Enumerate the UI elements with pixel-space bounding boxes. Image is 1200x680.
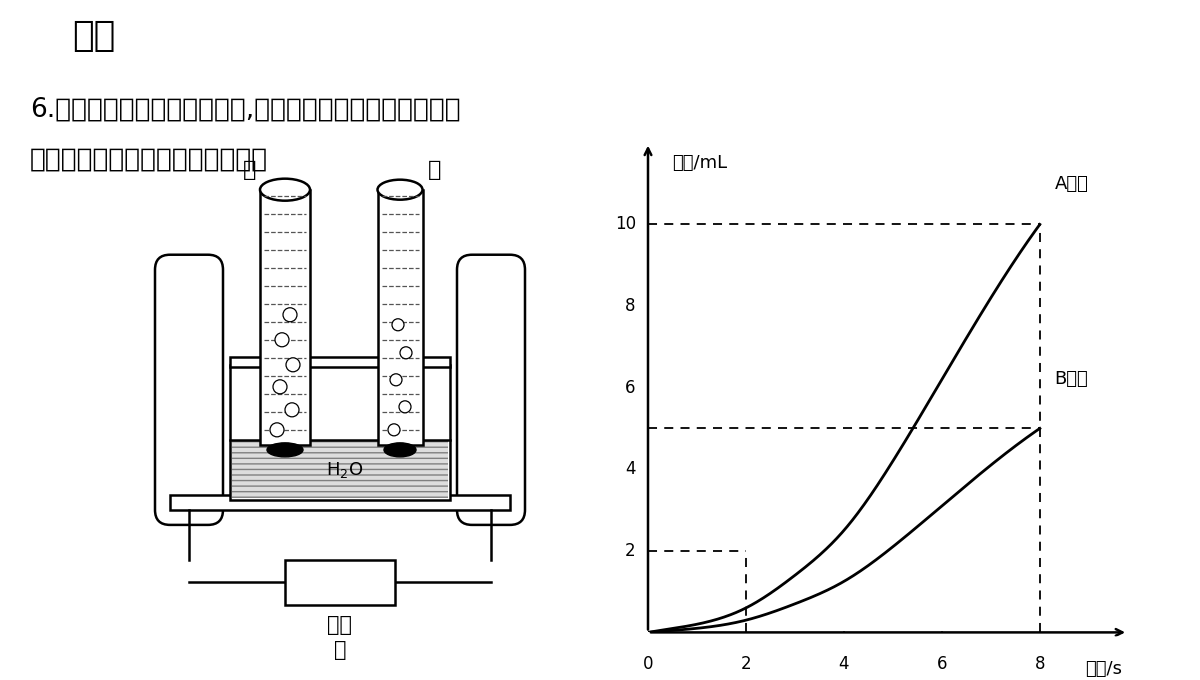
Text: 6: 6 — [625, 379, 636, 396]
Circle shape — [270, 423, 284, 437]
Circle shape — [398, 401, 410, 413]
Circle shape — [274, 380, 287, 394]
Circle shape — [390, 374, 402, 386]
Bar — [286, 560, 395, 605]
Circle shape — [392, 319, 404, 330]
Bar — [260, 190, 310, 445]
Bar — [230, 357, 450, 367]
FancyBboxPatch shape — [155, 255, 223, 525]
Text: 时间的关系图。试回答下列问题。: 时间的关系图。试回答下列问题。 — [30, 147, 268, 173]
Circle shape — [275, 333, 289, 347]
Text: 体积/mL: 体积/mL — [672, 154, 727, 172]
Circle shape — [400, 347, 412, 359]
Text: 4: 4 — [625, 460, 636, 478]
Ellipse shape — [384, 443, 416, 457]
Text: 电源: 电源 — [328, 615, 353, 635]
Text: 2: 2 — [625, 542, 636, 560]
Circle shape — [388, 424, 400, 436]
Bar — [232, 440, 448, 498]
Text: 8: 8 — [625, 297, 636, 315]
Text: B气体: B气体 — [1055, 371, 1088, 388]
Bar — [170, 495, 510, 510]
Text: 返回: 返回 — [1103, 634, 1135, 662]
Text: 8: 8 — [1034, 655, 1045, 673]
Text: 4: 4 — [839, 655, 850, 673]
Text: 10: 10 — [614, 216, 636, 233]
Bar — [230, 364, 450, 500]
Text: 化学: 化学 — [72, 18, 115, 52]
Text: 时间/s: 时间/s — [1085, 660, 1122, 678]
Bar — [378, 190, 422, 445]
Circle shape — [286, 403, 299, 417]
Text: 0: 0 — [643, 655, 653, 673]
Text: H$_2$O: H$_2$O — [326, 460, 364, 480]
Bar — [230, 357, 450, 364]
FancyBboxPatch shape — [457, 255, 526, 525]
Text: 2: 2 — [740, 655, 751, 673]
Ellipse shape — [266, 443, 302, 457]
Circle shape — [283, 308, 298, 322]
Text: A气体: A气体 — [1055, 175, 1088, 192]
Text: 乙: 乙 — [428, 160, 442, 180]
Circle shape — [286, 358, 300, 372]
Text: 6.如图甲是电解水的简易装置,图乙是电解水生成气体体积与: 6.如图甲是电解水的简易装置,图乙是电解水生成气体体积与 — [30, 97, 461, 122]
Text: 甲: 甲 — [334, 640, 347, 660]
Text: 6: 6 — [937, 655, 947, 673]
Text: 甲: 甲 — [244, 160, 257, 180]
Ellipse shape — [260, 179, 310, 201]
Ellipse shape — [378, 180, 422, 200]
